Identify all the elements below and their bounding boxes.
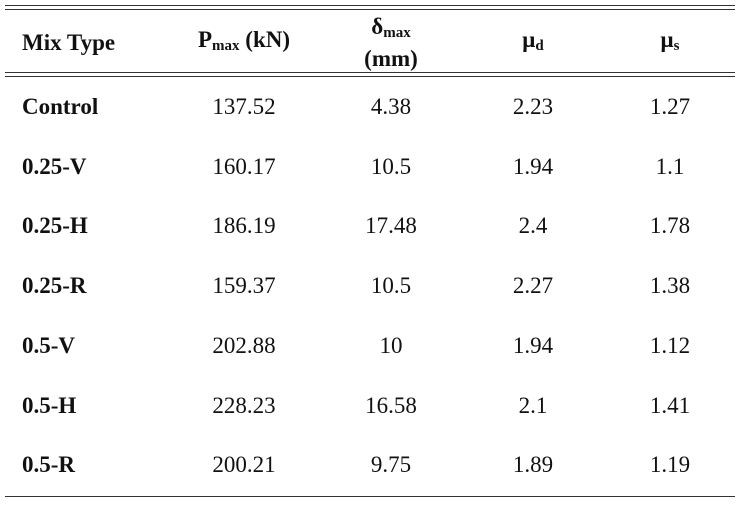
header-symbol: δ [371, 14, 384, 39]
value-cell: 2.23 [512, 94, 554, 119]
value-cell: 1.41 [649, 392, 691, 418]
header-rule [5, 72, 735, 73]
value-cell: 4.38 [370, 94, 412, 119]
header-subscript: d [535, 38, 544, 54]
value-cell: 1.94 [512, 332, 554, 358]
value-cell: 160.17 [212, 153, 276, 179]
header-cell: Pmax (kN) [198, 27, 290, 59]
value-cell: 1.94 [512, 153, 554, 179]
row-label: 0.25-V [22, 153, 87, 179]
value-cell: 1.19 [649, 452, 691, 478]
header-symbol: μ [660, 27, 674, 52]
value-cell: 17.48 [365, 213, 417, 239]
header-symbol: P [197, 27, 213, 52]
value-cell: 186.19 [212, 213, 276, 239]
value-cell: 228.23 [212, 392, 276, 418]
header-cell: μd [522, 27, 543, 59]
row-label: 0.25-H [22, 213, 88, 239]
top-rule [5, 9, 735, 10]
header-unit: (mm) [364, 46, 418, 71]
value-cell: 159.37 [212, 273, 276, 299]
top-rule [5, 5, 735, 6]
value-cell: 1.78 [649, 213, 691, 239]
value-cell: 137.52 [212, 94, 276, 119]
value-cell: 1.38 [649, 273, 691, 299]
value-cell: 2.27 [512, 273, 554, 299]
header-subscript: max [383, 25, 411, 41]
row-label: 0.5-R [22, 452, 76, 478]
value-cell: 200.21 [212, 452, 276, 478]
header-subscript: s [673, 38, 680, 54]
row-label: 0.5-V [22, 332, 76, 358]
header-cell: δmax (mm) [364, 14, 418, 72]
row-label: 0.25-R [22, 273, 87, 299]
value-cell: 10.5 [370, 273, 412, 299]
header-text: Mix Type [22, 30, 116, 55]
bottom-rule [5, 496, 735, 497]
header-rule [5, 76, 735, 77]
header-symbol: μ [522, 27, 536, 52]
value-cell: 16.58 [365, 392, 417, 418]
value-cell: 10 [379, 332, 403, 358]
row-label: Control [22, 94, 99, 119]
header-subscript: max [212, 38, 240, 54]
value-cell: 2.4 [518, 213, 548, 239]
value-cell: 1.89 [512, 452, 554, 478]
header-cell: Mix Type [22, 30, 115, 56]
value-cell: 1.12 [649, 332, 691, 358]
value-cell: 202.88 [212, 332, 276, 358]
header-unit: (kN) [245, 27, 291, 52]
value-cell: 10.5 [370, 153, 412, 179]
value-cell: 2.1 [518, 392, 548, 418]
value-cell: 1.1 [655, 153, 685, 179]
value-cell: 1.27 [649, 94, 691, 119]
value-cell: 9.75 [370, 452, 412, 478]
row-label: 0.5-H [22, 392, 77, 418]
header-cell: μs [661, 27, 680, 59]
